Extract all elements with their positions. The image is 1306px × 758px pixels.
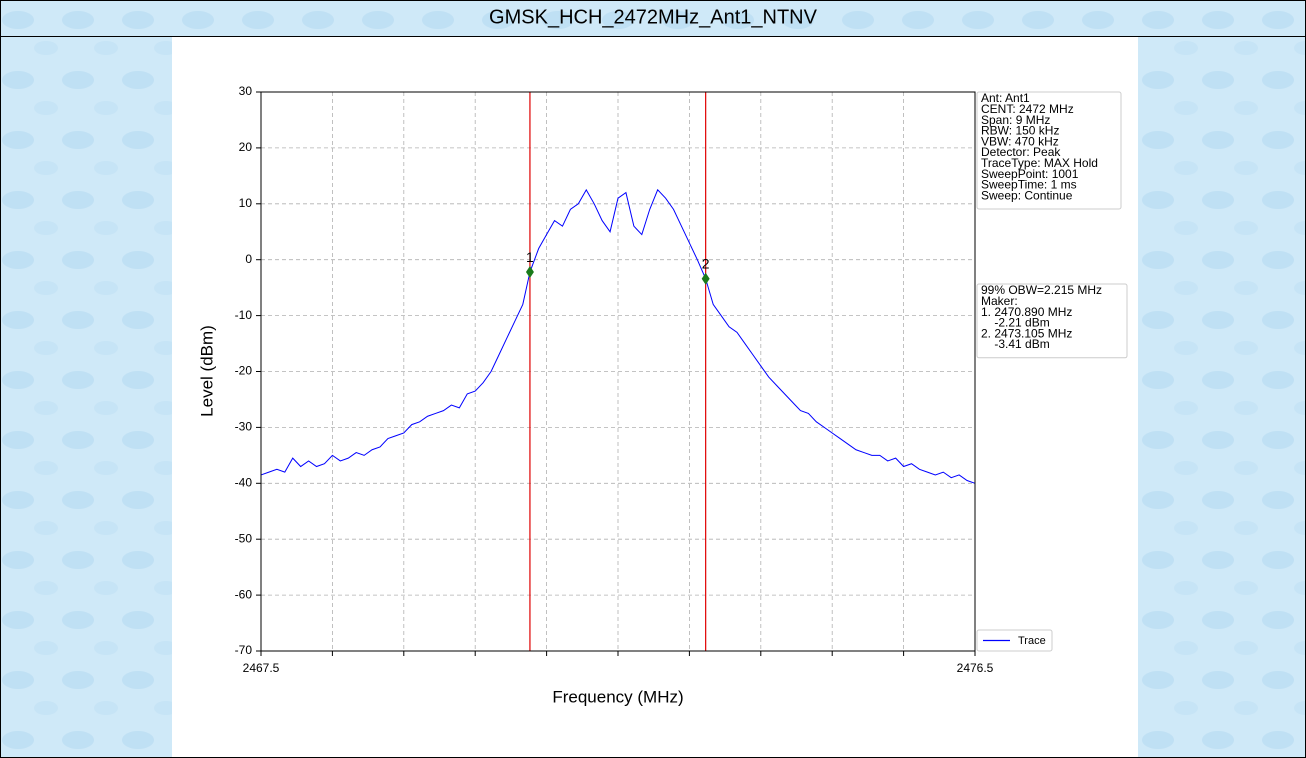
legend-box: [976, 629, 1053, 652]
info-text: TraceType: MAX Hold: [981, 156, 1098, 170]
y-tick-label: -30: [235, 420, 253, 434]
info-text: -3.41 dBm: [981, 337, 1050, 351]
info-text: -2.21 dBm: [981, 316, 1050, 330]
y-tick-label: -40: [235, 475, 253, 489]
y-tick-label: -70: [235, 643, 253, 657]
info-text: Ant: Ant1: [981, 91, 1030, 105]
info-box: [976, 283, 1128, 359]
y-tick-label: -20: [235, 364, 253, 378]
info-text: 2. 2473.105 MHz: [981, 326, 1072, 340]
info-text: Detector: Peak: [981, 145, 1061, 159]
y-tick-label: 0: [245, 252, 252, 266]
marker-label: 2: [702, 255, 710, 271]
legend-label: Trace: [1018, 635, 1046, 647]
y-tick-label: -60: [235, 587, 253, 601]
marker-point: [701, 272, 710, 285]
y-axis-label: Level (dBm): [197, 325, 216, 417]
info-text: RBW: 150 kHz: [981, 124, 1059, 138]
y-tick-label: 10: [239, 196, 253, 210]
y-tick-label: 20: [239, 140, 253, 154]
marker-point: [525, 266, 534, 279]
y-tick-label: -10: [235, 308, 253, 322]
y-tick-label: 30: [239, 84, 253, 98]
info-box: [976, 91, 1122, 210]
x-axis-label: Frequency (MHz): [552, 687, 683, 706]
plot-frame: [260, 91, 976, 652]
info-text: Span: 9 MHz: [981, 113, 1050, 127]
info-text: SweepTime: 1 ms: [981, 178, 1077, 192]
x-tick-label: 2476.5: [957, 661, 994, 675]
info-text: 99% OBW=2.215 MHz: [981, 283, 1102, 297]
info-text: Maker:: [981, 294, 1018, 308]
page-title: GMSK_HCH_2472MHz_Ant1_NTNV: [489, 6, 818, 28]
info-text: CENT: 2472 MHz: [981, 102, 1074, 116]
trace-line: [260, 188, 976, 484]
info-text: 1. 2470.890 MHz: [981, 305, 1072, 319]
info-text: VBW: 470 kHz: [981, 134, 1059, 148]
marker-label: 1: [526, 249, 534, 265]
x-tick-label: 2467.5: [243, 661, 280, 675]
info-text: Sweep: Continue: [981, 188, 1073, 202]
info-text: SweepPoint: 1001: [981, 167, 1079, 181]
y-tick-label: -50: [235, 531, 253, 545]
